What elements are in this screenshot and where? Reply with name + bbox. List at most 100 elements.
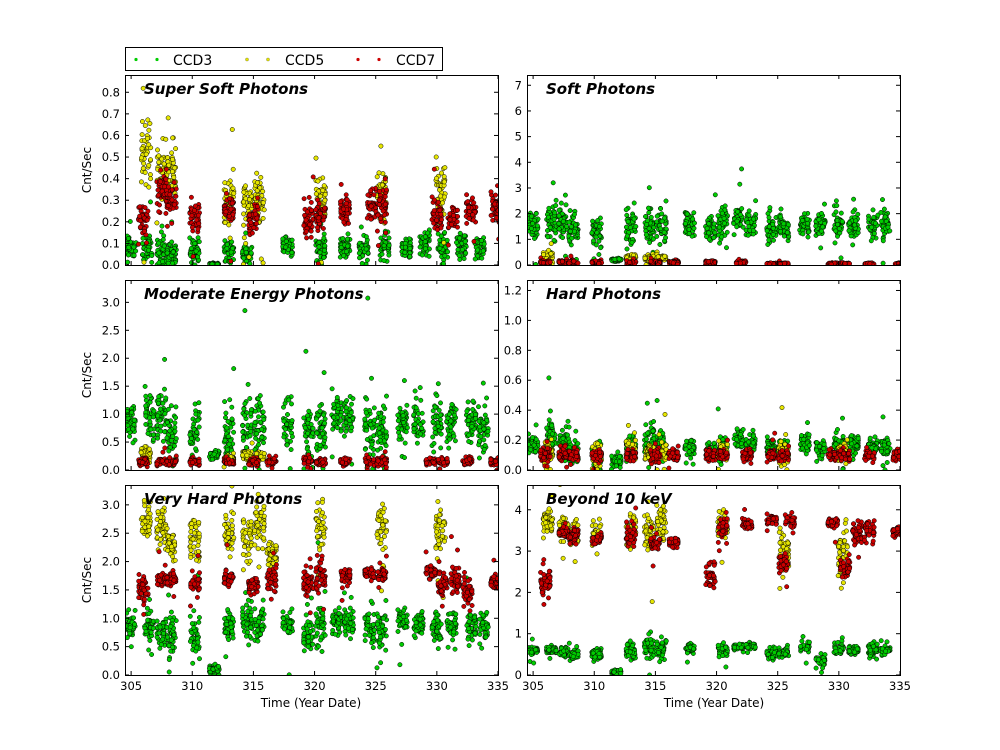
point-ccd3 [721,220,727,226]
point-ccd3 [481,447,487,452]
point-ccd3 [143,393,149,399]
point-ccd3 [223,410,229,416]
point-ccd3 [800,231,806,237]
point-ccd3 [345,243,351,249]
point-ccd3 [211,451,217,457]
point-ccd7 [316,215,322,221]
point-ccd3 [784,230,790,235]
point-ccd7 [901,262,905,266]
point-ccd3 [243,230,249,236]
point-ccd3 [143,403,149,409]
point-ccd3 [169,260,175,265]
point-ccd7 [315,224,320,230]
point-ccd3 [766,214,772,220]
point-ccd7 [490,217,496,223]
point-ccd3 [719,210,725,216]
point-ccd3 [322,247,327,253]
point-ccd3 [438,431,444,437]
point-ccd7 [368,203,374,209]
point-ccd3 [149,253,155,259]
point-ccd3 [289,250,295,256]
point-ccd5 [643,262,649,265]
point-ccd3 [765,242,771,247]
point-ccd3 [438,400,443,406]
point-ccd3 [365,295,371,301]
point-ccd3 [448,424,454,430]
point-ccd7 [137,204,143,210]
point-ccd3 [663,198,669,204]
point-ccd3 [855,211,861,217]
point-ccd3 [633,224,639,229]
point-ccd3 [252,408,258,414]
point-ccd3 [739,206,745,212]
point-ccd3 [879,218,884,224]
point-ccd3 [558,200,564,206]
point-ccd3 [737,181,743,187]
point-ccd3 [344,249,349,255]
point-ccd3 [301,415,307,421]
point-ccd3 [816,217,822,223]
point-ccd3 [196,400,202,406]
point-ccd7 [380,208,386,214]
point-ccd3 [316,244,322,250]
point-ccd3 [400,413,406,419]
point-ccd3 [242,308,248,314]
point-ccd3 [556,207,562,213]
point-ccd3 [371,405,377,411]
point-ccd3 [140,235,146,241]
point-ccd7 [368,216,374,222]
point-ccd3 [712,192,718,198]
point-ccd5 [321,183,327,189]
point-ccd5 [222,180,228,186]
point-ccd3 [650,236,656,242]
point-ccd3 [231,429,237,435]
point-ccd3 [395,425,401,431]
point-ccd7 [431,220,437,226]
point-ccd7 [383,187,389,193]
point-ccd3 [745,220,751,226]
point-ccd3 [222,437,228,443]
point-ccd3 [319,425,325,431]
point-ccd3 [441,261,446,265]
point-ccd3 [362,416,368,422]
point-ccd7 [228,258,234,264]
point-ccd3 [750,228,756,234]
point-ccd3 [369,441,375,447]
point-ccd7 [169,220,175,226]
y-tick-label: 0.5 [102,150,120,164]
point-ccd3 [188,246,194,251]
point-ccd7 [253,221,259,227]
point-ccd3 [413,395,419,401]
point-ccd5 [243,241,249,246]
point-ccd3 [833,198,839,204]
point-ccd7 [157,202,162,208]
point-ccd5 [165,155,171,161]
point-ccd3 [466,439,472,444]
point-ccd3 [334,394,340,400]
point-ccd7 [156,192,161,198]
point-ccd3 [170,433,176,439]
point-ccd3 [172,443,177,449]
point-ccd5 [541,252,546,257]
point-ccd3 [364,257,370,263]
point-ccd3 [431,440,437,446]
y-tick-label: 3 [515,181,522,195]
point-ccd3 [162,386,167,392]
point-ccd5 [171,174,177,180]
point-ccd7 [165,203,171,209]
legend-entry-ccd5: CCD5 [245,53,324,69]
point-ccd3 [777,228,783,234]
point-ccd5 [231,190,237,196]
point-ccd3 [151,408,157,414]
point-ccd7 [470,195,475,201]
point-ccd7 [382,201,388,207]
point-ccd3 [209,261,215,265]
point-ccd3 [160,438,166,444]
point-ccd3 [376,410,382,416]
point-ccd3 [125,259,131,265]
point-ccd3 [331,414,337,420]
point-ccd7 [382,219,388,225]
point-ccd3 [403,429,409,435]
point-ccd3 [223,415,228,421]
point-ccd7 [435,199,441,205]
